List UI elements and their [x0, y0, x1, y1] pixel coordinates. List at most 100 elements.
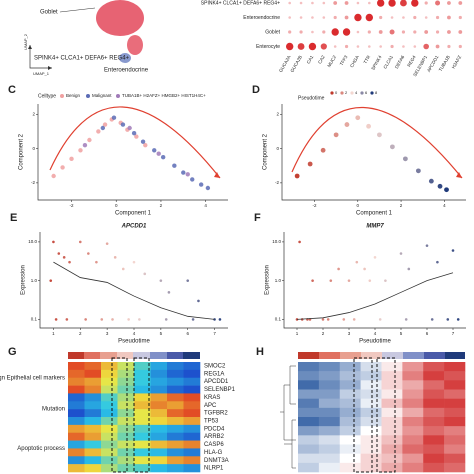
heat-cell — [339, 435, 361, 445]
point — [62, 256, 66, 259]
heat-cell — [117, 385, 135, 394]
point — [368, 279, 372, 282]
point — [404, 318, 408, 321]
point — [164, 318, 168, 321]
heat-cell — [402, 362, 424, 372]
heat-cell — [339, 462, 361, 473]
umap-axis: UMAP_1 — [33, 71, 50, 76]
heat-cell — [381, 417, 403, 427]
point — [320, 147, 326, 153]
dot — [447, 15, 451, 20]
heat-cell — [298, 444, 320, 454]
heat-cell — [402, 398, 424, 409]
heat-cell — [101, 440, 118, 449]
dot — [344, 44, 349, 49]
point — [451, 249, 455, 252]
umap-label: Goblet — [40, 10, 58, 16]
point — [121, 267, 125, 271]
row-label: KRAS — [204, 395, 220, 401]
dot — [311, 1, 314, 5]
row-label: TP53 — [204, 419, 219, 425]
heat-cell — [150, 385, 168, 394]
heat-cell — [68, 362, 85, 371]
gene-label: CLCA1 — [382, 54, 394, 69]
heat-cell — [84, 417, 102, 426]
heat-cell — [150, 409, 168, 418]
heat-cell — [381, 444, 403, 454]
heat-cell — [84, 369, 102, 379]
point — [95, 260, 98, 264]
dot — [402, 45, 405, 48]
heat-cell — [360, 362, 382, 372]
point — [152, 148, 157, 153]
legend-swatch — [60, 94, 64, 98]
panel-label: D — [252, 84, 260, 96]
point — [96, 129, 101, 134]
point — [197, 299, 200, 303]
point — [190, 177, 195, 182]
point — [186, 279, 190, 282]
x-tick-label: 4 — [204, 203, 207, 208]
dot — [367, 30, 371, 34]
heat-cell — [381, 435, 403, 445]
row-label: Goblet — [265, 29, 280, 35]
heat-cell — [167, 409, 184, 418]
dot — [288, 16, 291, 19]
dot — [388, 0, 396, 7]
heat-cell — [84, 448, 102, 457]
heat-cell — [360, 453, 382, 464]
gene-label: TUBA1B — [438, 55, 451, 73]
dot — [308, 42, 317, 51]
heat-cell — [298, 462, 320, 473]
y-tick-label: -2 — [31, 180, 35, 185]
heat-cell — [423, 462, 445, 473]
heat-cell — [423, 389, 445, 399]
heat-cell — [339, 453, 361, 464]
heat-cell — [318, 398, 341, 409]
x-tick-label: 4 — [443, 203, 446, 208]
dot — [322, 30, 326, 34]
x-tick-label: 5 — [400, 331, 403, 336]
point — [143, 272, 147, 276]
dot — [356, 45, 360, 48]
heat-cell — [444, 417, 466, 427]
heat-cell — [402, 453, 424, 464]
heat-cell — [298, 380, 320, 390]
heat-cell — [150, 456, 168, 465]
group-label: Mutation — [42, 407, 65, 413]
heat-cell — [381, 462, 403, 473]
legend-swatch — [330, 91, 334, 95]
point — [373, 256, 377, 259]
dot — [458, 44, 462, 49]
heat-cell — [101, 409, 118, 418]
heat-cell — [381, 426, 403, 436]
heat-cell — [134, 432, 151, 441]
umap-label: Enteroendocrine — [104, 68, 149, 74]
point — [132, 260, 136, 264]
heat-cell — [423, 371, 445, 381]
heat-cell — [339, 389, 361, 399]
heat-cell — [68, 409, 85, 418]
heat-cell — [298, 371, 320, 381]
heat-cell — [339, 407, 361, 418]
heat-cell — [84, 362, 102, 371]
heat-cell — [101, 385, 118, 394]
heat-cell — [423, 453, 445, 464]
legend-swatch — [86, 94, 90, 98]
row-label: REG1A — [204, 371, 224, 377]
heat-cell — [150, 464, 168, 473]
dot — [322, 16, 326, 19]
heat-cell — [402, 426, 424, 436]
heat-cell — [360, 389, 382, 399]
heat-cell — [381, 407, 403, 418]
dot — [331, 28, 339, 36]
panel-label: G — [8, 346, 17, 358]
trajectory-arrow — [49, 106, 221, 179]
axis — [39, 232, 228, 329]
dot — [435, 15, 440, 20]
heat-cell — [298, 362, 320, 372]
point — [342, 318, 346, 321]
heat-cell — [339, 417, 361, 427]
legend-tick: 2 — [345, 90, 348, 95]
